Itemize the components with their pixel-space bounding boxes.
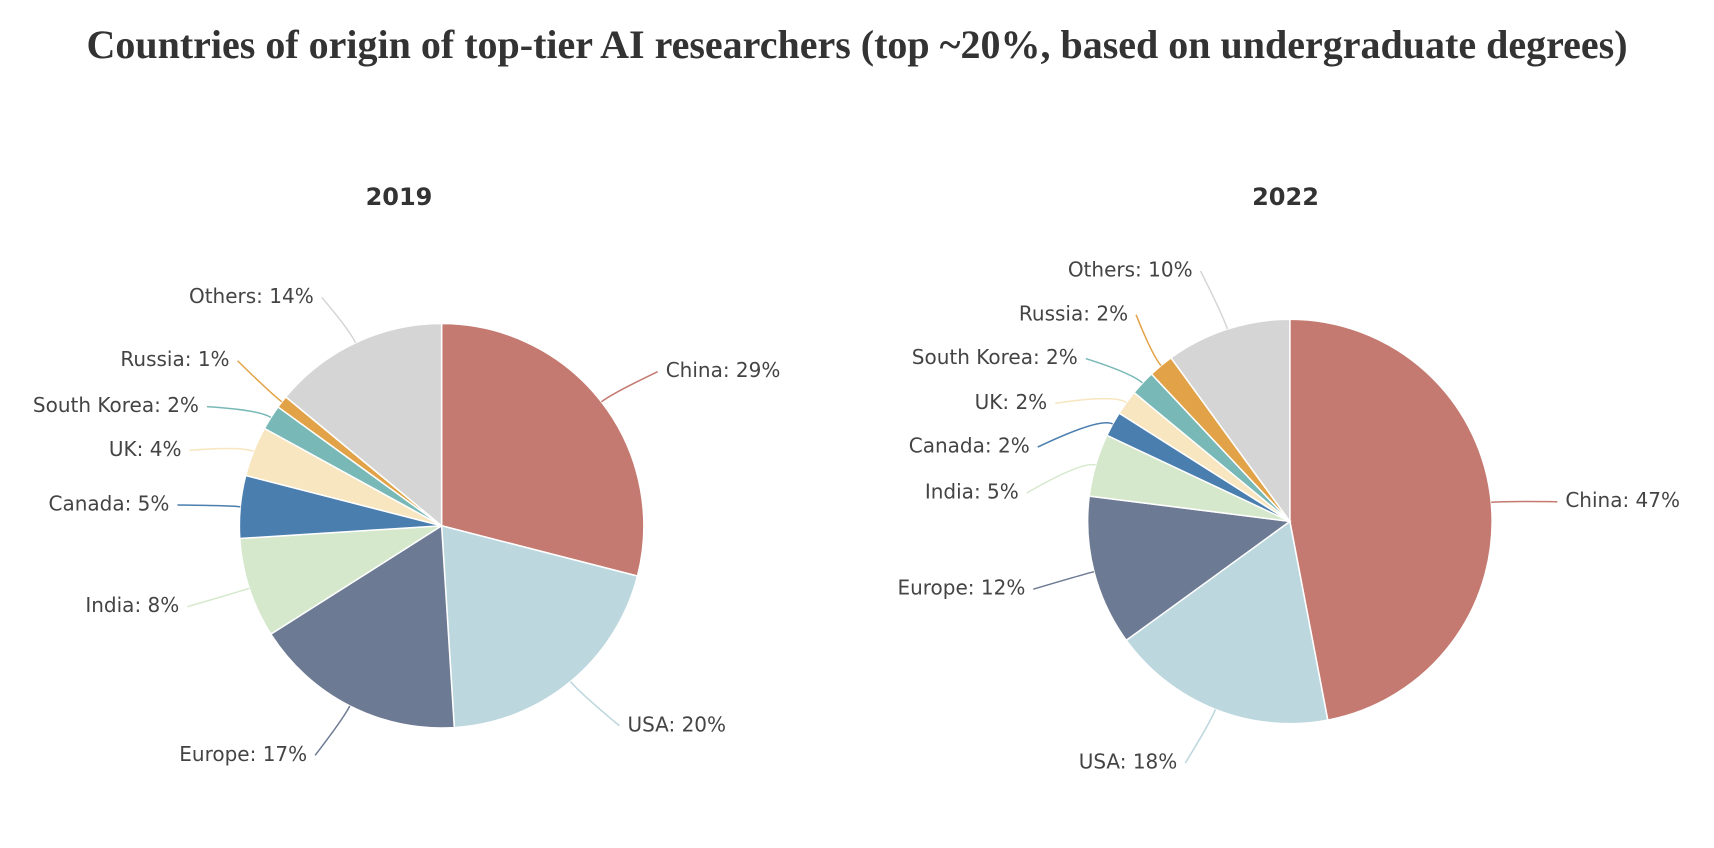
leader-line <box>1033 570 1095 590</box>
leader-line <box>1055 397 1127 405</box>
slice-label: South Korea: 2% <box>912 345 1078 369</box>
leader-line <box>1491 500 1558 504</box>
slice-label: Canada: 2% <box>909 434 1030 458</box>
slice-label: Europe: 12% <box>897 576 1025 600</box>
leader-line <box>206 405 272 419</box>
pie-slice <box>1289 318 1493 721</box>
slice-label: China: 47% <box>1565 488 1680 512</box>
chart-subtitle: 2022 <box>1252 183 1319 211</box>
page-title: Countries of origin of top-tier AI resea… <box>86 22 1627 67</box>
pie-slice <box>238 525 443 636</box>
slice-label: India: 5% <box>925 479 1019 503</box>
pie-slice <box>1086 495 1292 642</box>
slice-label: Others: 14% <box>189 284 314 308</box>
slice-label: China: 29% <box>666 358 781 382</box>
slice-label: USA: 20% <box>627 712 726 736</box>
slice-label: USA: 18% <box>1079 749 1178 773</box>
leader-line <box>569 681 620 727</box>
leader-line <box>314 705 351 756</box>
slice-label: Europe: 17% <box>179 742 307 766</box>
slice-label: India: 8% <box>85 593 179 617</box>
slice-label: Russia: 1% <box>120 347 229 371</box>
slice-label: UK: 4% <box>109 437 182 461</box>
leader-line <box>600 370 659 403</box>
leader-line <box>321 296 357 344</box>
leader-line <box>187 587 250 608</box>
leader-line <box>1199 270 1229 330</box>
slice-label: Others: 10% <box>1068 258 1193 282</box>
leader-line <box>1184 709 1217 764</box>
pie-slice <box>1169 318 1291 524</box>
leader-line <box>237 360 283 403</box>
leader-line <box>177 504 241 508</box>
leader-line <box>189 447 254 453</box>
pie-slice <box>269 524 456 729</box>
leader-line <box>1037 422 1114 448</box>
leader-line <box>1085 357 1143 384</box>
leader-line <box>1135 314 1162 367</box>
slice-label: Canada: 5% <box>48 492 169 516</box>
leader-line <box>1026 463 1096 494</box>
chart-subtitle: 2019 <box>366 183 433 211</box>
slice-label: UK: 2% <box>975 390 1048 414</box>
slice-label: Russia: 2% <box>1019 301 1128 325</box>
slice-label: South Korea: 2% <box>33 393 199 417</box>
pie-slice <box>1125 520 1329 725</box>
